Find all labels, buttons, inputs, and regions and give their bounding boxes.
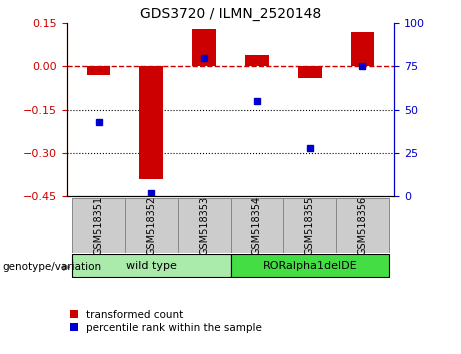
FancyBboxPatch shape [336,198,389,253]
Bar [298,67,322,78]
Text: GSM518352: GSM518352 [146,196,156,255]
Title: GDS3720 / ILMN_2520148: GDS3720 / ILMN_2520148 [140,7,321,21]
Text: RORalpha1delDE: RORalpha1delDE [262,261,357,271]
Text: genotype/variation: genotype/variation [2,262,101,272]
Bar [351,32,374,67]
Legend: transformed count, percentile rank within the sample: transformed count, percentile rank withi… [70,310,262,333]
Bar [192,29,216,67]
Bar [87,67,110,75]
FancyBboxPatch shape [177,198,230,253]
Text: GSM518353: GSM518353 [199,196,209,255]
Text: wild type: wild type [126,261,177,271]
FancyBboxPatch shape [72,254,230,278]
FancyBboxPatch shape [125,198,177,253]
FancyBboxPatch shape [230,254,389,278]
Text: GSM518354: GSM518354 [252,196,262,255]
Text: GSM518351: GSM518351 [94,196,104,255]
Bar [245,55,269,67]
FancyBboxPatch shape [72,198,125,253]
Text: GSM518355: GSM518355 [305,196,315,255]
FancyBboxPatch shape [230,198,284,253]
Text: GSM518356: GSM518356 [357,196,367,255]
FancyBboxPatch shape [284,198,336,253]
Bar [139,67,163,179]
